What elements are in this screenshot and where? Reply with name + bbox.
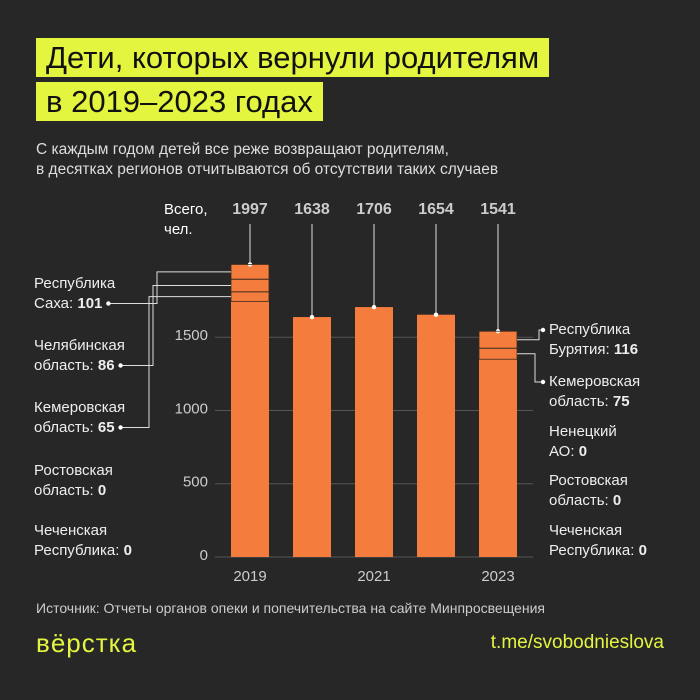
value-label: 1541 <box>480 201 516 218</box>
region-label: Ростовская область: 0 <box>549 471 628 511</box>
region-name: Ненецкий АО: <box>549 423 617 460</box>
value-note: Всего, чел. <box>164 201 208 238</box>
region-name: Кемеровская область: <box>549 373 641 410</box>
region-label: Республика Бурятия: 116 <box>549 320 638 360</box>
y-tick-label: 1000 <box>175 400 208 417</box>
connector-dot <box>540 327 546 333</box>
region-label: Чеченская Республика: 0 <box>549 521 647 561</box>
connector-dot <box>118 425 123 430</box>
connector <box>108 271 231 304</box>
region-value: 0 <box>578 443 588 460</box>
region-name: Республика Саха: <box>34 275 116 312</box>
region-value: 65 <box>97 419 115 436</box>
region-name: Ростовская область: <box>549 472 628 509</box>
connector-dot <box>106 301 111 306</box>
region-value: 86 <box>97 357 115 374</box>
y-tick-label: 1500 <box>175 327 208 344</box>
value-label: 1706 <box>356 201 392 218</box>
x-tick-label: 2021 <box>357 568 390 585</box>
y-tick-label: 500 <box>183 474 208 491</box>
x-tick-label: 2019 <box>233 568 266 585</box>
value-label: 1638 <box>294 201 330 218</box>
chart-title: Дети, которых вернули родителям в 2019–2… <box>36 38 550 121</box>
connector-dot <box>118 363 123 368</box>
subtitle: С каждым годом детей все реже возвращают… <box>36 141 499 178</box>
value-label: 1997 <box>232 201 268 218</box>
connector-dot <box>540 379 546 385</box>
region-value: 75 <box>612 393 630 410</box>
region-name: Чеченская Республика: <box>549 522 635 559</box>
bar <box>417 314 455 557</box>
title-box: Дети, которых вернули родителям в 2019–2… <box>36 36 550 124</box>
value-dot <box>309 314 315 320</box>
region-label: Чеченская Республика: 0 <box>34 521 132 561</box>
region-label: Кемеровская область: 75 <box>549 372 640 412</box>
value-dot <box>371 304 377 310</box>
region-value: 116 <box>613 341 639 358</box>
region-label: Челябинская область: 86 <box>34 336 125 376</box>
bar <box>231 264 269 557</box>
connector <box>517 329 543 341</box>
region-label: Ростовская область: 0 <box>34 461 113 501</box>
region-label: Республика Саха: 101 <box>34 274 115 314</box>
region-label: Кемеровская область: 65 <box>34 398 125 438</box>
bar <box>479 331 517 557</box>
region-name: Ростовская область: <box>34 462 113 499</box>
bar <box>355 307 393 557</box>
value-label: 1654 <box>418 201 454 218</box>
bar <box>293 317 331 557</box>
connector <box>517 353 543 383</box>
region-name: Челябинская область: <box>34 337 125 374</box>
region-name: Кемеровская область: <box>34 399 126 436</box>
x-tick-label: 2023 <box>481 568 514 585</box>
region-value: 101 <box>77 295 103 312</box>
value-dot <box>433 312 439 317</box>
region-name: Чеченская Республика: <box>34 522 120 559</box>
connector <box>120 296 231 428</box>
region-value: 0 <box>97 482 107 499</box>
source: Источник: Отчеты органов опеки и попечит… <box>36 600 545 616</box>
region-value: 0 <box>123 542 132 559</box>
connector <box>120 285 231 366</box>
region-name: Республика Бурятия: <box>549 321 631 358</box>
logo: вёрстка <box>36 628 138 658</box>
region-value: 0 <box>612 492 622 509</box>
region-value: 0 <box>638 542 647 559</box>
link[interactable]: t.me/svobodnieslova <box>490 632 664 653</box>
y-tick-label: 0 <box>200 547 208 564</box>
region-label: Ненецкий АО: 0 <box>549 422 617 462</box>
